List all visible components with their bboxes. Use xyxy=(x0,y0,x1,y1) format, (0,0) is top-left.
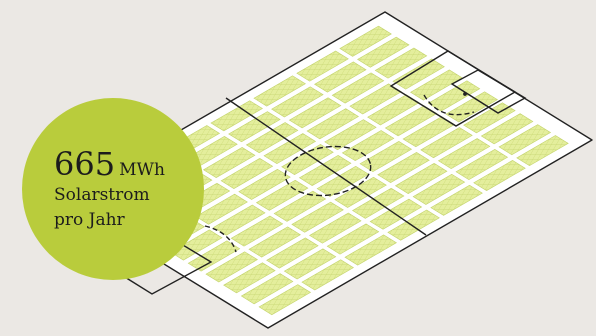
solar-panel-block xyxy=(288,97,342,129)
penalty-spot-top xyxy=(463,92,467,96)
solar-panel-block xyxy=(352,187,405,219)
solar-panel-block xyxy=(344,234,397,266)
energy-value: 665 xyxy=(54,145,116,183)
solar-panel-block xyxy=(291,201,344,233)
solar-panel-block xyxy=(437,138,491,170)
solar-panel-block xyxy=(392,58,445,90)
solar-panel-block xyxy=(516,135,569,167)
solar-panel-block xyxy=(245,122,299,154)
penalty-arc-bottom xyxy=(204,225,237,253)
energy-badge: 665 MWh Solarstrom pro Jahr xyxy=(22,98,204,280)
solar-panel-block xyxy=(228,111,281,143)
solar-panel-block xyxy=(410,69,463,101)
solar-panel-block xyxy=(309,212,362,244)
solar-panel-block xyxy=(326,223,380,255)
solar-panel-block xyxy=(316,165,370,197)
solar-panel-block xyxy=(266,237,319,269)
solar-panel-block xyxy=(240,273,294,305)
solar-panel-block xyxy=(420,127,473,159)
solar-panel-block xyxy=(430,184,483,216)
solar-panel-block xyxy=(359,141,413,173)
solar-panel-block xyxy=(213,204,266,236)
solar-panel-block xyxy=(248,226,301,258)
solar-panel-block xyxy=(296,50,349,82)
solar-panel-block xyxy=(387,209,440,241)
solar-panel-block xyxy=(377,152,430,183)
solar-panel-block xyxy=(258,284,312,316)
solar-panel-block xyxy=(455,149,509,181)
solar-panel-block xyxy=(374,47,428,79)
goal-area-top xyxy=(450,69,527,114)
solar-panel-block xyxy=(220,157,274,189)
solar-panel-block xyxy=(283,248,337,280)
solar-panel-block xyxy=(210,100,263,132)
center-circle xyxy=(284,145,372,197)
solar-panel-block xyxy=(498,124,552,156)
solar-panel-block xyxy=(357,36,410,68)
solar-panel-block xyxy=(230,215,284,247)
solar-panel-block xyxy=(480,113,534,145)
solar-panel-block xyxy=(298,155,352,186)
solar-panel-block xyxy=(253,75,306,107)
badge-text-line-1: Solarstrom xyxy=(54,185,150,205)
solar-panel-block xyxy=(195,193,248,225)
solar-panel-block xyxy=(412,173,466,205)
solar-panel-block xyxy=(301,259,354,291)
solar-panel-block xyxy=(394,162,448,194)
solar-panel-block xyxy=(339,25,392,57)
solar-panel-block xyxy=(271,86,324,118)
solar-panel-block xyxy=(334,176,387,208)
solar-panel-block xyxy=(341,130,395,162)
solar-panel-block xyxy=(473,160,526,191)
solar-panel-block xyxy=(331,72,385,104)
solar-panel-block xyxy=(314,61,367,93)
solar-panel-block xyxy=(223,262,276,294)
energy-figure: 665 MWh xyxy=(54,148,204,180)
penalty-arc-top xyxy=(423,94,475,116)
badge-text-line-2: pro Jahr xyxy=(54,210,125,230)
solar-panel-block xyxy=(273,190,327,222)
solar-panel-block xyxy=(263,133,317,165)
energy-unit: MWh xyxy=(119,160,165,180)
solar-panel-block xyxy=(306,108,359,140)
solar-panel-block xyxy=(324,119,377,151)
halfway-line xyxy=(225,97,427,236)
solar-panel-block xyxy=(255,179,309,211)
solar-panel-block xyxy=(427,80,481,112)
solar-panel-block xyxy=(205,251,258,283)
solar-panel-block xyxy=(202,147,256,178)
